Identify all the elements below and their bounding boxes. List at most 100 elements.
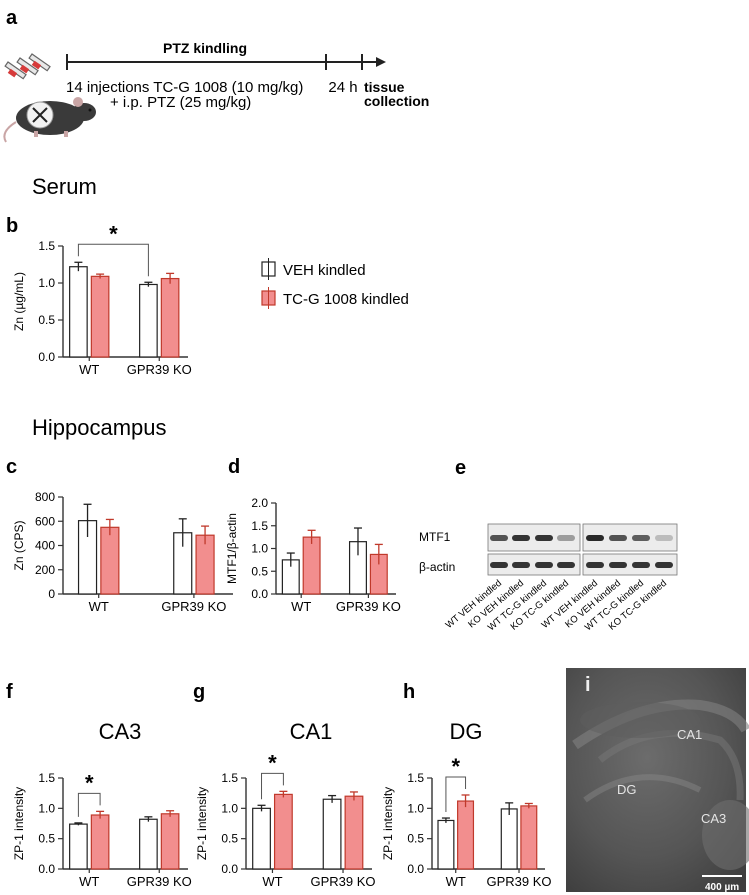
- y-axis-label: Zn (CPS): [12, 520, 26, 570]
- bar-veh-ko: [500, 808, 518, 870]
- timeline-title: PTZ kindling: [163, 40, 247, 56]
- y-tick-label: 0.0: [38, 862, 55, 876]
- actin-band: [490, 562, 508, 568]
- mouse-syringe-illustration: [3, 53, 96, 143]
- treatment-line-2: + i.p. PTZ (25 mg/kg): [110, 94, 251, 111]
- actin-band: [557, 562, 575, 568]
- bar-tcg-ko: [160, 813, 180, 870]
- chart-g: g CA1 0.0 0.5 1.0 1.5 ZP-1 intensity WT GPR39 KO…: [193, 681, 376, 889]
- actin-band: [632, 562, 650, 568]
- y-tick-label: 1.5: [221, 771, 238, 785]
- bar-veh-ko: [322, 798, 342, 870]
- section-title-serum: Serum: [32, 174, 97, 199]
- x-tick-label: WT: [262, 874, 282, 889]
- mtf1-band: [490, 535, 508, 541]
- y-tick-label: 1.0: [221, 801, 238, 815]
- actin-band: [609, 562, 627, 568]
- y-axis-label: ZP-1 intensity: [381, 787, 395, 860]
- x-tick-label: GPR39 KO: [486, 874, 551, 889]
- actin-band: [586, 562, 604, 568]
- chart-c: c 0 200 400 600 800 Zn (CPS) WT GPR39 KO: [6, 456, 233, 614]
- bar-tcg-ko: [520, 805, 538, 870]
- micrograph-image: [566, 668, 749, 892]
- chart-d: d 0.0 0.5 1.0 1.5 2.0 MTF1/β-actin WT GPR39 KO: [225, 456, 401, 614]
- y-tick-label: 400: [35, 539, 55, 553]
- bar-veh-wt: [252, 807, 271, 870]
- significance-star: *: [85, 770, 94, 795]
- panel-letter-e: e: [455, 457, 466, 479]
- scale-bar-label: 400 µm: [705, 882, 739, 893]
- y-tick-label: 0.5: [221, 832, 238, 846]
- panel-letter-c: c: [6, 456, 17, 478]
- chart-h: h DG 0.0 0.5 1.0 1.5 ZP-1 intensity WT GPR39 KO *: [381, 681, 552, 889]
- region-label-ca3: CA3: [701, 811, 726, 826]
- actin-band: [512, 562, 530, 568]
- interval-label: 24 h: [328, 79, 357, 96]
- x-tick-label: WT: [79, 874, 99, 889]
- western-blot: [487, 523, 678, 576]
- y-tick-label: 800: [35, 490, 55, 504]
- bar-tcg-wt: [457, 800, 475, 870]
- y-tick-label: 200: [35, 563, 55, 577]
- panel-letter-g: g: [193, 681, 205, 703]
- bar-veh-ko: [139, 283, 158, 358]
- x-tick-label: GPR39 KO: [127, 362, 192, 377]
- no-treatment-icon: [26, 101, 54, 129]
- x-tick-label: WT: [291, 599, 311, 614]
- y-tick-label: 0.0: [38, 350, 55, 364]
- y-tick-label: 1.0: [251, 542, 268, 556]
- x-tick-label: WT: [89, 599, 109, 614]
- bar-veh-wt: [69, 823, 88, 870]
- region-label-dg: DG: [617, 782, 637, 797]
- y-tick-label: 0.5: [407, 832, 424, 846]
- panel-letter-b: b: [6, 215, 18, 237]
- bar-veh-wt: [437, 819, 455, 870]
- y-tick-label: 0.5: [38, 832, 55, 846]
- ptz-timeline: [66, 54, 386, 70]
- y-tick-label: 600: [35, 514, 55, 528]
- y-tick-label: 0.5: [38, 313, 55, 327]
- y-tick-label: 1.5: [251, 519, 268, 533]
- chart-title: DG: [450, 719, 483, 744]
- chart-title: CA3: [99, 719, 142, 744]
- bar-tcg-wt: [90, 275, 110, 358]
- y-axis-label: ZP-1 intensity: [195, 787, 209, 860]
- mtf1-band: [632, 535, 650, 541]
- y-tick-label: 0.0: [251, 587, 268, 601]
- actin-band: [535, 562, 553, 568]
- bar-veh-wt: [69, 266, 88, 358]
- panel-letter-h: h: [403, 681, 415, 703]
- panel-letter-i: i: [585, 674, 591, 696]
- blot-label-actin: β-actin: [419, 560, 455, 574]
- y-tick-label: 0.5: [251, 564, 268, 578]
- legend-label: VEH kindled: [283, 262, 366, 279]
- x-tick-label: GPR39 KO: [336, 599, 401, 614]
- y-tick-label: 0.0: [407, 862, 424, 876]
- chart-title: CA1: [290, 719, 333, 744]
- actin-band: [655, 562, 673, 568]
- bar-veh-ko: [139, 818, 158, 870]
- panel-letter-a: a: [6, 7, 18, 29]
- y-tick-label: 1.0: [38, 801, 55, 815]
- significance-star: *: [268, 750, 277, 775]
- mtf1-band: [655, 535, 673, 541]
- panel-letter-d: d: [228, 456, 240, 478]
- x-tick-label: GPR39 KO: [161, 599, 226, 614]
- significance-bracket: [77, 792, 101, 817]
- y-axis-label: ZP-1 intensity: [12, 787, 26, 860]
- chart-legend: VEH kindled TC-G 1008 kindled: [261, 258, 409, 309]
- mtf1-band: [609, 535, 627, 541]
- syringe-icon: [4, 53, 51, 80]
- y-tick-label: 2.0: [251, 496, 268, 510]
- bar-tcg-ko: [344, 795, 364, 870]
- mtf1-band: [535, 535, 553, 541]
- region-label-ca1: CA1: [677, 727, 702, 742]
- mtf1-band: [586, 535, 604, 541]
- significance-star: *: [109, 221, 118, 246]
- y-tick-label: 1.0: [407, 801, 424, 815]
- bar-tcg-ko: [160, 277, 180, 358]
- chart-b: b 0.0 0.5 1.0 1.5 Zn (µg/mL) WT GPR39 KO *: [6, 215, 192, 377]
- panel-letter-f: f: [6, 681, 13, 703]
- y-tick-label: 0.0: [221, 862, 238, 876]
